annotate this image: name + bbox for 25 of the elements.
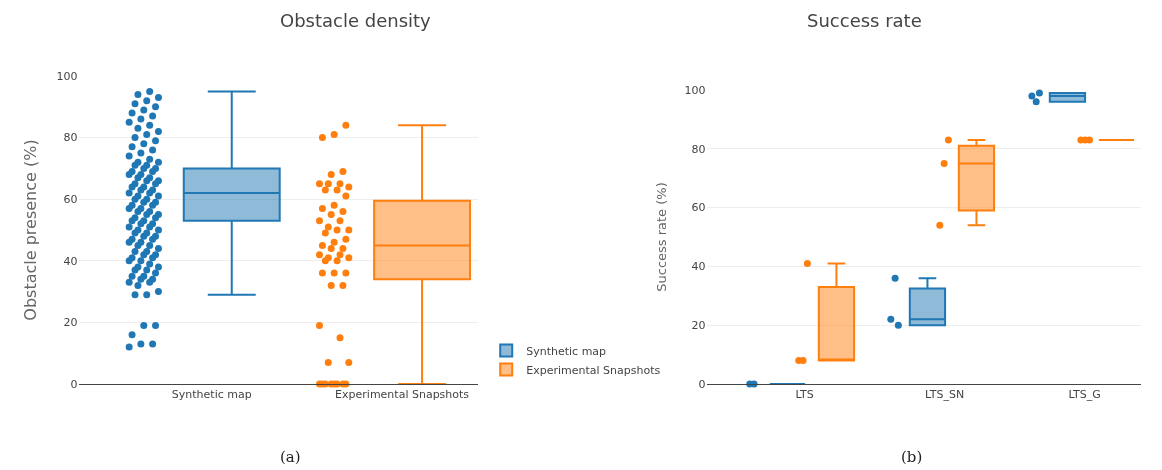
x-tick-label: LTS (795, 388, 814, 402)
y-tick-label: 80 (691, 142, 706, 156)
y-tick-label: 40 (63, 254, 78, 268)
legend-label: Synthetic map (526, 344, 607, 358)
x-tick-label: Experimental Snapshots (335, 388, 470, 402)
y-tick-label: 100 (56, 69, 78, 83)
y-tick-label: 20 (691, 319, 706, 333)
y-axis-title: Success rate (%) (653, 182, 669, 292)
y-axis-title: Obstacle presence (%) (21, 139, 41, 321)
x-tick-label: LTS_G (1068, 388, 1101, 402)
x-tick-label: Synthetic map (171, 388, 252, 402)
text: (a) (280, 448, 301, 466)
y-tick-label: 60 (63, 193, 78, 207)
y-tick-label: 100 (684, 83, 706, 97)
text: (b) (901, 448, 923, 466)
y-tick-label: 60 (691, 201, 706, 215)
y-tick-label: 80 (63, 131, 78, 145)
x-tick-label: LTS_SN (925, 388, 965, 402)
chart-title: Obstacle density (280, 10, 432, 31)
chart-title: Success rate (807, 10, 922, 31)
y-tick-label: 0 (70, 377, 78, 391)
y-tick-label: 0 (698, 377, 706, 391)
y-tick-label: 40 (691, 260, 706, 274)
legend-label: Experimental Snapshots (526, 363, 661, 377)
y-tick-label: 20 (63, 316, 78, 330)
